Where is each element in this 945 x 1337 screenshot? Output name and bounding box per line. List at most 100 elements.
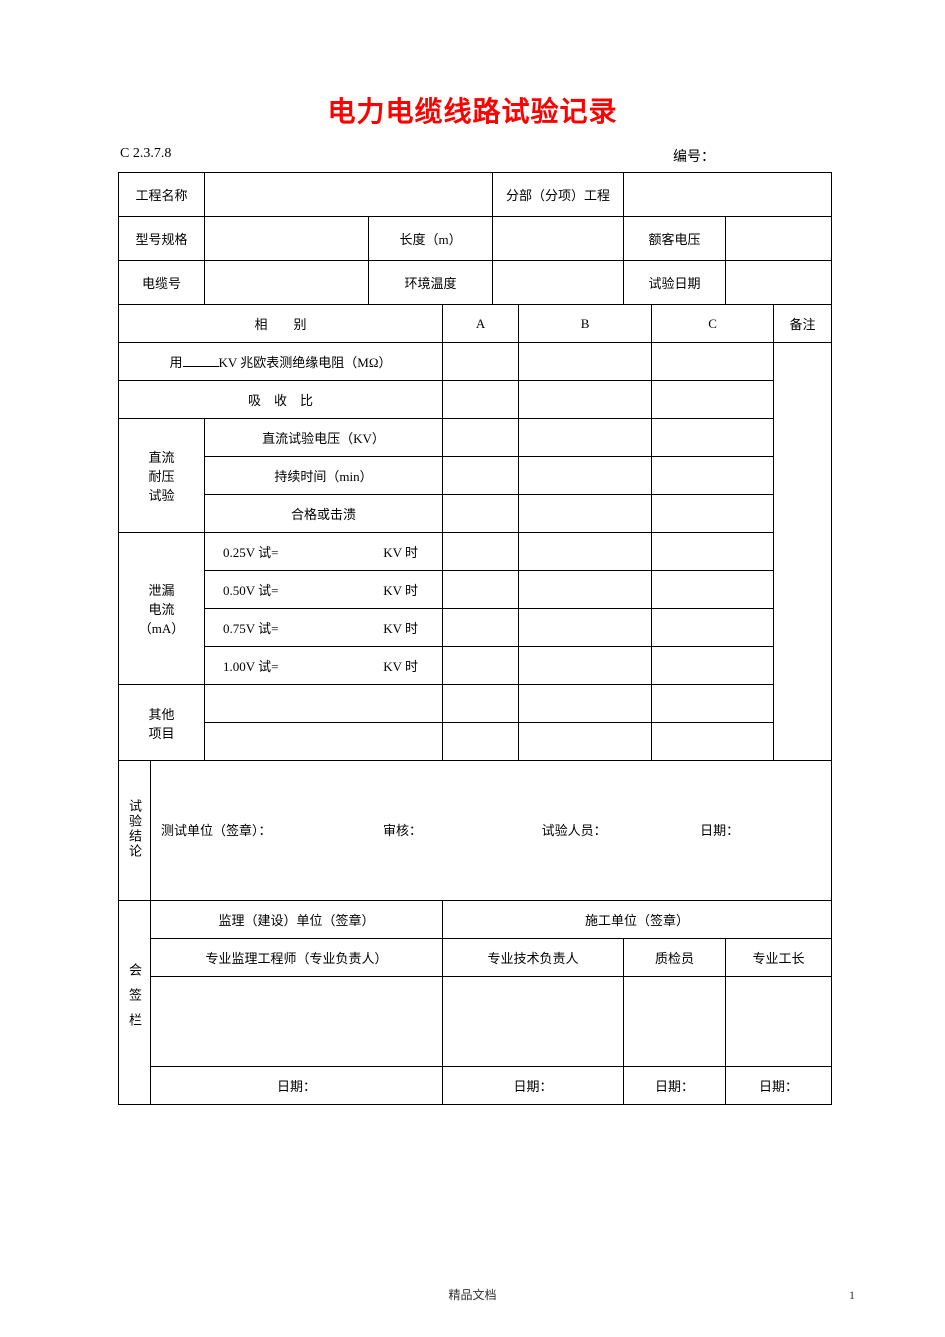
leak-r3-left: 0.75V 试=: [223, 618, 279, 637]
dc-result-c: [652, 495, 774, 533]
leak-2-c: [652, 571, 774, 609]
other-2-a: [443, 723, 519, 761]
sign-date-1: 日期：: [151, 1067, 443, 1105]
leak-3-a: [443, 609, 519, 647]
cable-no-label: 电缆号: [119, 261, 205, 305]
leak-2-a: [443, 571, 519, 609]
conclusion-label: 试验结论: [119, 761, 151, 901]
remark-column: [774, 343, 832, 761]
phase-label: 相 别: [119, 305, 443, 343]
doc-code: C 2.3.7.8: [120, 146, 171, 166]
leak-1-c: [652, 533, 774, 571]
serial-label: 编号：: [673, 146, 825, 166]
leak-r4-right: KV 时: [383, 656, 418, 675]
engineer-sign: [151, 977, 443, 1067]
leak-1-b: [519, 533, 652, 571]
dc-duration-a: [443, 457, 519, 495]
leak-r3-right: KV 时: [383, 618, 418, 637]
conclusion-tester: 试验人员：: [542, 820, 701, 839]
leak-4-b: [519, 647, 652, 685]
dc-duration-c: [652, 457, 774, 495]
sign-label-text: 会签栏: [125, 963, 144, 1038]
footer-text: 精品文档: [0, 1286, 945, 1303]
dc-duration-b: [519, 457, 652, 495]
leak-r1-left: 0.25V 试=: [223, 542, 279, 561]
sign-label: 会签栏: [119, 901, 151, 1105]
absorb-label: 吸 收 比: [119, 381, 443, 419]
header-meta: C 2.3.7.8 编号：: [118, 146, 827, 166]
engineer-label: 专业监理工程师（专业负责人）: [151, 939, 443, 977]
dc-result-b: [519, 495, 652, 533]
other-2-c: [652, 723, 774, 761]
sub-project-value: [624, 173, 832, 217]
leak-r2-left: 0.50V 试=: [223, 580, 279, 599]
conclusion-test-unit: 测试单位（签章）：: [155, 820, 383, 839]
conclusion-review: 审核：: [383, 820, 542, 839]
rated-voltage-label: 额客电压: [624, 217, 726, 261]
leak-4-a: [443, 647, 519, 685]
model-label: 型号规格: [119, 217, 205, 261]
insulation-c: [652, 343, 774, 381]
leak-r4-left: 1.00V 试=: [223, 656, 279, 675]
rated-voltage-value: [726, 217, 832, 261]
dc-voltage-b: [519, 419, 652, 457]
sign-date-4: 日期：: [726, 1067, 832, 1105]
conclusion-date: 日期：: [700, 820, 827, 839]
leak-3-c: [652, 609, 774, 647]
insulation-a: [443, 343, 519, 381]
other-1-c: [652, 685, 774, 723]
dc-result-label: 合格或击溃: [205, 495, 443, 533]
sign-date-2: 日期：: [443, 1067, 624, 1105]
leak-row-4: 1.00V 试= KV 时: [205, 647, 443, 685]
env-temp-label: 环境温度: [369, 261, 493, 305]
leak-3-b: [519, 609, 652, 647]
other-2-b: [519, 723, 652, 761]
insulation-b: [519, 343, 652, 381]
insulation-suffix: KV 兆欧表测绝缘电阻（MΩ）: [219, 355, 392, 370]
leak-row-2: 0.50V 试= KV 时: [205, 571, 443, 609]
phase-b: B: [519, 305, 652, 343]
sign-date-3: 日期：: [624, 1067, 726, 1105]
foreman-label: 专业工长: [726, 939, 832, 977]
leak-r2-right: KV 时: [383, 580, 418, 599]
dc-test-group-label: 直流 耐压 试验: [119, 419, 205, 533]
tech-lead-label: 专业技术负责人: [443, 939, 624, 977]
page-number: 1: [849, 1288, 855, 1303]
test-date-label: 试验日期: [624, 261, 726, 305]
sub-project-label: 分部（分项）工程: [493, 173, 624, 217]
other-1-label: [205, 685, 443, 723]
phase-a: A: [443, 305, 519, 343]
leak-row-3: 0.75V 试= KV 时: [205, 609, 443, 647]
main-table: 工程名称 分部（分项）工程 型号规格 长度（m） 额客电压 电缆号 环境温度 试…: [118, 172, 832, 1105]
leak-2-b: [519, 571, 652, 609]
absorb-c: [652, 381, 774, 419]
construct-unit-label: 施工单位（签章）: [443, 901, 832, 939]
leak-1-a: [443, 533, 519, 571]
other-label: 其他 项目: [119, 685, 205, 761]
other-2-label: [205, 723, 443, 761]
tech-lead-sign: [443, 977, 624, 1067]
dc-voltage-c: [652, 419, 774, 457]
phase-c: C: [652, 305, 774, 343]
insulation-label: 用KV 兆欧表测绝缘电阻（MΩ）: [119, 343, 443, 381]
model-value: [205, 217, 369, 261]
dc-duration-label: 持续时间（min）: [205, 457, 443, 495]
length-value: [493, 217, 624, 261]
test-date-value: [726, 261, 832, 305]
leak-4-c: [652, 647, 774, 685]
absorb-b: [519, 381, 652, 419]
project-name-value: [205, 173, 493, 217]
leak-row-1: 0.25V 试= KV 时: [205, 533, 443, 571]
conclusion-body: 测试单位（签章）： 审核： 试验人员： 日期：: [151, 761, 832, 901]
cable-no-value: [205, 261, 369, 305]
absorb-a: [443, 381, 519, 419]
dc-voltage-label: 直流试验电压（KV）: [205, 419, 443, 457]
leak-group-label: 泄漏 电流 （mA）: [119, 533, 205, 685]
foreman-sign: [726, 977, 832, 1067]
qc-label: 质检员: [624, 939, 726, 977]
leak-r1-right: KV 时: [383, 542, 418, 561]
length-label: 长度（m）: [369, 217, 493, 261]
document-title: 电力电缆线路试验记录: [118, 90, 827, 130]
dc-result-a: [443, 495, 519, 533]
dc-voltage-a: [443, 419, 519, 457]
